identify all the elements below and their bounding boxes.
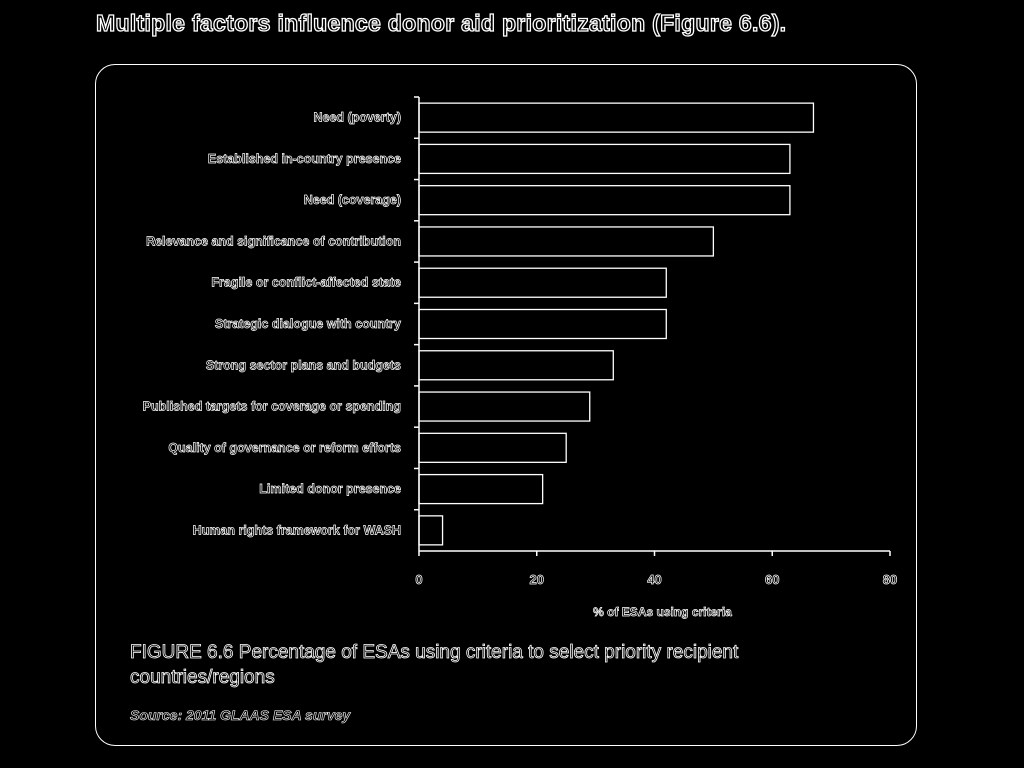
- figure-label: FIGURE 6.6: [130, 642, 234, 664]
- x-tick-label-4: 80: [883, 572, 897, 587]
- bar-7: [418, 391, 591, 422]
- x-axis-title: % of ESAs using criteria: [593, 605, 732, 619]
- category-label-5: Strategic dialogue with country: [215, 317, 401, 331]
- bar-10: [418, 515, 444, 546]
- category-label-9: Limited donor presence: [259, 482, 401, 496]
- category-label-0: Need (poverty): [313, 111, 401, 125]
- figure-caption: FIGURE 6.6 Percentage of ESAs using crit…: [130, 640, 870, 690]
- x-tick-label-1: 20: [530, 572, 544, 587]
- bar-2: [418, 185, 791, 216]
- axis-layer: 0 20 40 60 80 % of ESAs using criteria: [414, 96, 898, 619]
- figure-caption-text: Percentage of ESAs using criteria to sel…: [130, 642, 739, 689]
- category-label-6: Strong sector plans and budgets: [206, 358, 401, 372]
- category-label-7: Published targets for coverage or spendi…: [143, 400, 401, 414]
- category-label-4: Fragile or conflict-affected state: [211, 276, 401, 290]
- bar-6: [418, 350, 614, 381]
- x-tick-label-2: 40: [647, 572, 661, 587]
- category-label-8: Quality of governance or reform efforts: [168, 441, 401, 455]
- bars-layer: [418, 102, 815, 546]
- slide-title: Multiple factors influence donor aid pri…: [95, 9, 787, 36]
- x-tick-label-0: 0: [415, 572, 422, 587]
- x-tick-label-3: 60: [765, 572, 779, 587]
- bar-5: [418, 308, 667, 340]
- category-label-10: Human rights framework for WASH: [193, 523, 401, 537]
- category-labels-layer: Need (poverty) Established in-country pre…: [142, 110, 401, 537]
- bar-9: [418, 473, 544, 505]
- bar-8: [418, 432, 567, 463]
- bar-0: [418, 102, 815, 133]
- figure-panel: [95, 64, 917, 746]
- bar-3: [418, 226, 715, 257]
- category-label-2: Need (coverage): [304, 193, 401, 207]
- bar-4: [418, 267, 667, 298]
- category-label-3: Relevance and significance of contributi…: [146, 234, 401, 248]
- category-label-1: Established in-country presence: [208, 152, 401, 166]
- figure-source: Source: 2011 GLAAS ESA survey: [130, 707, 351, 724]
- bar-1: [418, 143, 791, 175]
